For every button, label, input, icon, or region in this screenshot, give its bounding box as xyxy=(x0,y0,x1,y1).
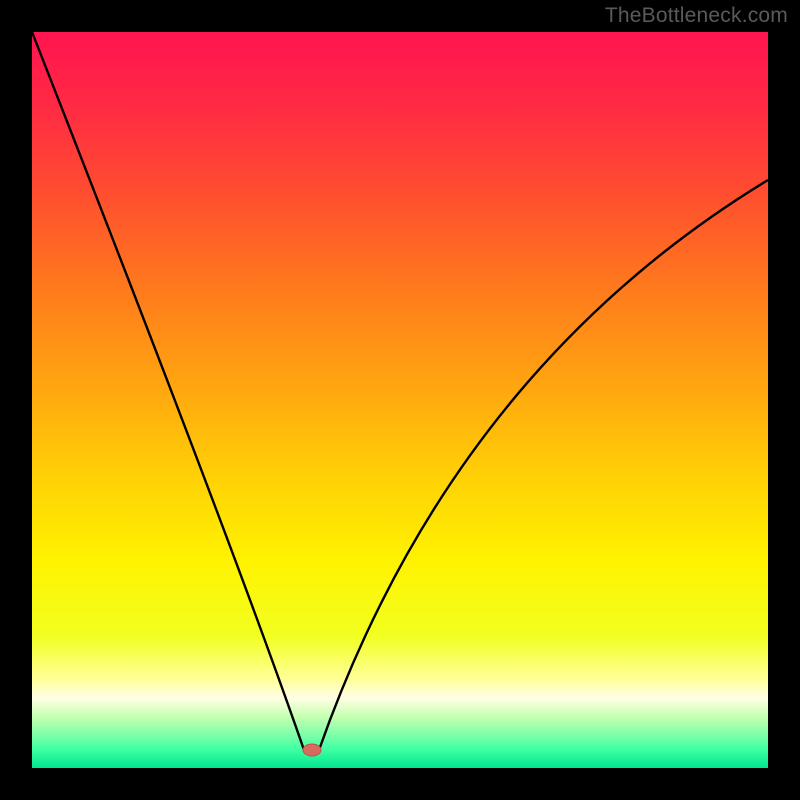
chart-frame: TheBottleneck.com xyxy=(0,0,800,800)
plot-area xyxy=(32,32,768,768)
watermark-text: TheBottleneck.com xyxy=(605,4,788,28)
curve-left-branch xyxy=(32,32,304,750)
curve-layer xyxy=(32,32,768,768)
dip-marker xyxy=(303,744,321,756)
curve-right-branch xyxy=(319,180,768,750)
